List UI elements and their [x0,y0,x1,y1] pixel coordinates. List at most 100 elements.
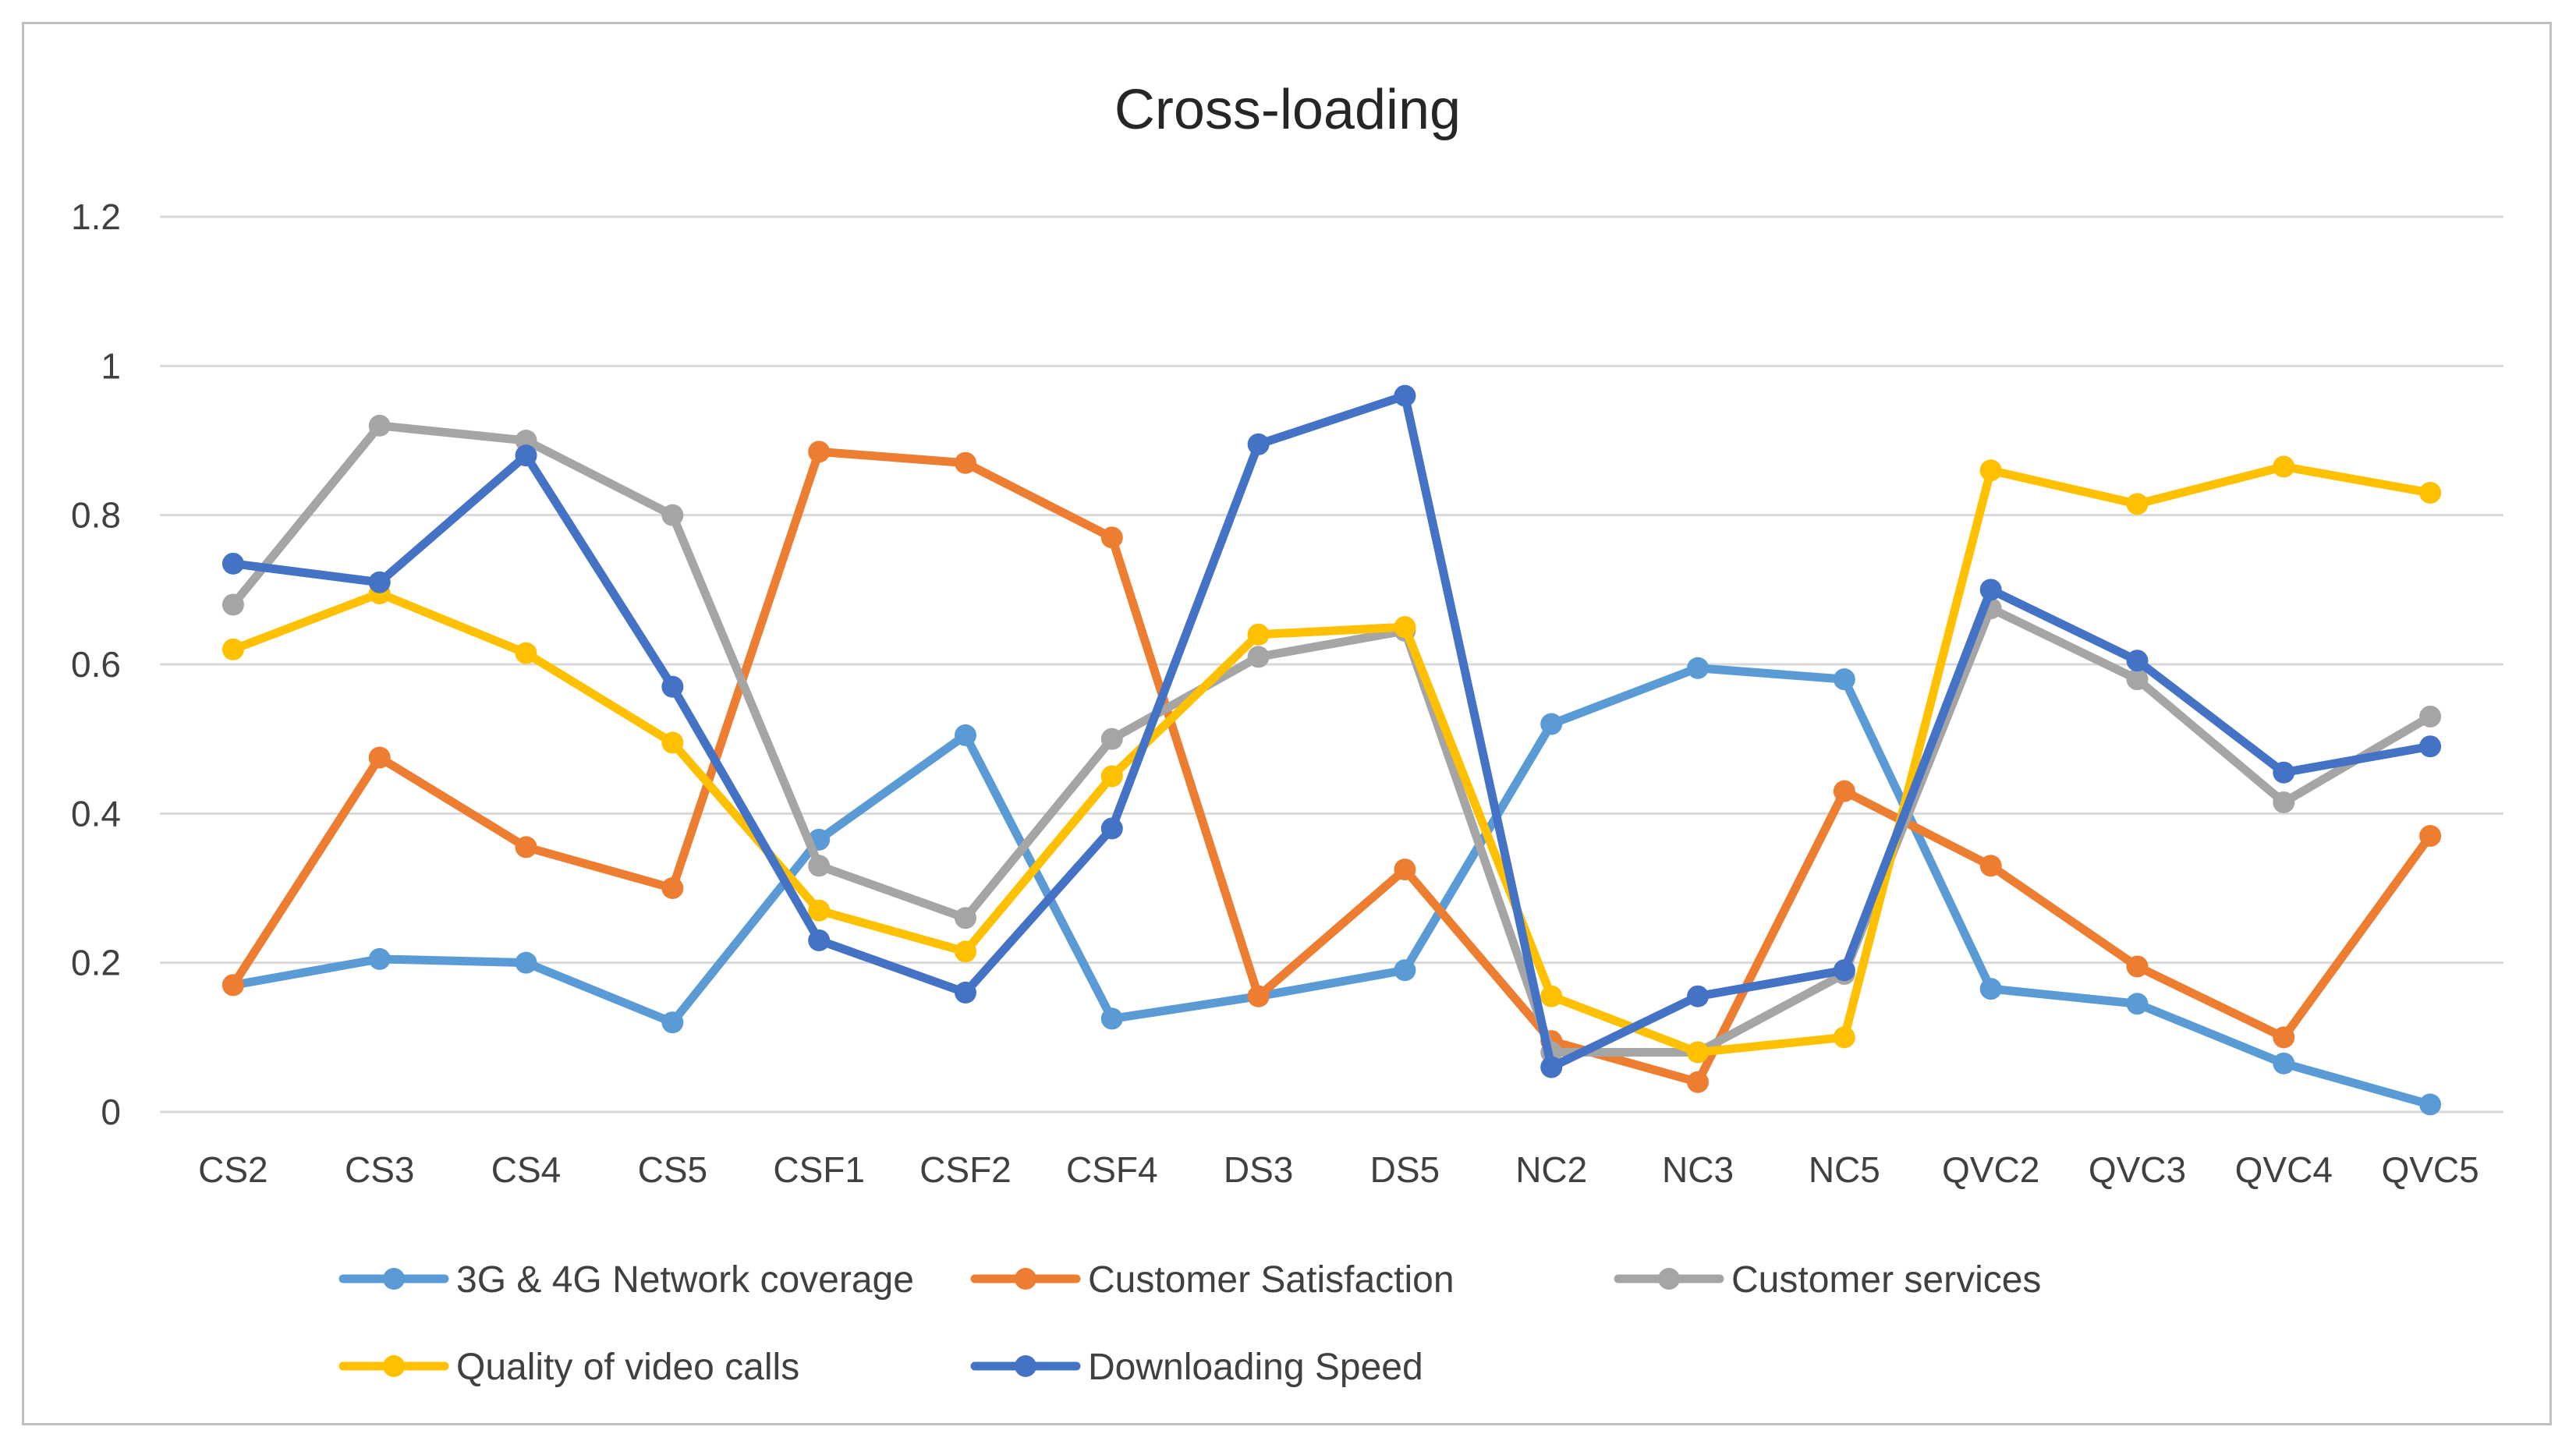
data-point [515,951,537,974]
data-point [515,642,537,664]
y-tick-label: 0.2 [71,943,121,983]
data-point [1540,713,1563,735]
data-point [2419,481,2442,504]
data-point [661,877,684,899]
y-tick-label: 0.4 [71,793,121,834]
data-point [661,504,684,526]
data-point [1247,985,1270,1007]
series-line [229,462,2435,1057]
data-point [808,441,831,463]
legend-item: Customer services [1614,1259,2041,1301]
data-point [2126,668,2149,691]
data-point [1687,1071,1710,1093]
data-point [808,929,831,951]
data-point [954,940,976,963]
data-point [954,981,976,1004]
x-tick-label: NC2 [1515,1149,1587,1190]
chart-title: Cross-loading [1114,79,1461,141]
series-line [229,664,2435,1109]
x-tick-label: CSF4 [1066,1149,1158,1190]
data-point [2126,993,2149,1015]
x-tick-label: CS2 [198,1149,268,1190]
legend-swatch-marker [383,1355,405,1377]
legend-item: 3G & 4G Network coverage [338,1259,914,1301]
legend-label: Customer services [1731,1259,2041,1301]
data-point [1247,646,1270,668]
data-point [1394,384,1416,407]
data-point [2419,825,2442,848]
legend-swatch-marker [1015,1268,1036,1290]
data-point [515,444,537,467]
data-point [661,1011,684,1034]
data-point [1833,1026,1855,1049]
legend-label: Downloading Speed [1088,1347,1423,1388]
legend-swatch-marker [1015,1355,1036,1377]
data-point [1100,728,1123,750]
data-point [2126,650,2149,672]
series-customer-satisfaction [221,441,2442,1093]
data-point [661,675,684,698]
y-tick-label: 0 [101,1092,121,1132]
legend-label: Quality of video calls [456,1347,799,1388]
data-point [515,430,537,451]
series-lines [221,384,2442,1116]
data-point [368,947,391,970]
data-point [368,746,391,769]
data-point [1833,668,1855,691]
data-point [661,731,684,754]
data-point [368,571,391,593]
x-tick-label: CS4 [491,1149,561,1190]
data-point [1979,579,2002,601]
series-line [229,421,2435,1057]
data-point [368,414,391,437]
data-point [221,638,244,660]
data-point [221,974,244,997]
x-tick-label: QVC3 [2089,1149,2186,1190]
data-point [221,552,244,575]
y-tick-label: 1.2 [71,196,121,237]
data-point [2126,955,2149,978]
y-tick-label: 1 [101,345,121,386]
x-tick-label: QVC2 [1942,1149,2039,1190]
data-point [1540,1056,1563,1078]
data-point [1833,780,1855,802]
y-tick-label: 0.6 [71,644,121,685]
data-point [1247,433,1270,455]
data-point [1687,657,1710,679]
data-point [954,724,976,746]
data-point [1833,959,1855,982]
legend-item: Quality of video calls [338,1347,799,1388]
x-tick-label: NC5 [1809,1149,1880,1190]
data-point [1979,459,2002,482]
data-point [2419,705,2442,728]
data-point [2419,735,2442,758]
x-tick-label: CS5 [638,1149,707,1190]
data-point [1394,859,1416,881]
legend-label: 3G & 4G Network coverage [456,1259,914,1301]
series-customer-services [221,414,2442,1064]
data-point [2273,1052,2295,1074]
x-tick-label: QVC5 [2381,1149,2479,1190]
data-point [1100,1007,1123,1030]
data-point [1100,817,1123,840]
data-point [954,451,976,474]
data-point [1100,526,1123,549]
data-point [1687,1041,1710,1064]
legend: 3G & 4G Network coverage Customer Satisfa… [338,1259,2041,1388]
series-3g-4g-network-coverage [221,657,2442,1116]
x-tick-label: CSF1 [773,1149,865,1190]
x-tick-label: NC3 [1662,1149,1734,1190]
data-point [2273,761,2295,784]
data-point [1979,978,2002,1000]
data-point [1979,855,2002,877]
legend-label: Customer Satisfaction [1088,1259,1455,1301]
series-line [229,447,2435,1087]
x-tick-label: DS5 [1370,1149,1440,1190]
data-point [1247,623,1270,646]
y-axis-ticks: 0 0.2 0.4 0.6 0.8 1 1.2 [71,196,121,1132]
data-point [1540,985,1563,1007]
data-point [1100,765,1123,788]
chart-frame [22,22,2552,1425]
data-point [515,836,537,859]
